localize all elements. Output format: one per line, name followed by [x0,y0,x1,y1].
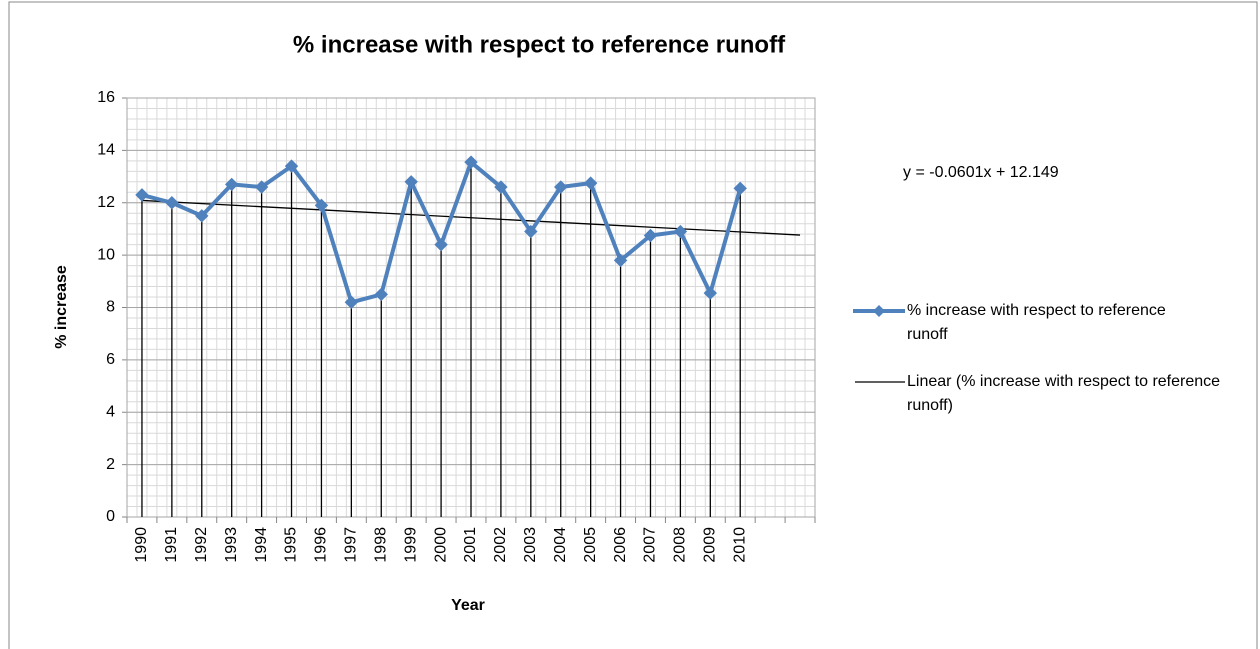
y-axis-label: % increase [53,265,70,349]
data-point [673,224,688,239]
x-tick-label: 1996 [313,527,330,563]
x-tick-label: 1994 [253,527,270,563]
x-tick-label: 2002 [492,527,509,563]
x-tick-label: 2000 [432,527,449,563]
x-tick-label: 2009 [702,527,719,563]
x-tick-label: 2003 [522,527,539,563]
data-point [404,175,418,189]
x-tick-label: 2005 [582,527,599,563]
data-point [314,198,329,213]
data-point [703,286,718,300]
x-tick-label: 1991 [163,527,180,563]
trendline-equation: y = -0.0601x + 12.149 [903,164,1059,181]
x-tick-label: 2004 [552,527,569,563]
y-tick-label: 6 [106,351,115,368]
x-tick-label: 2001 [462,527,479,563]
x-tick-label: 1990 [133,527,150,563]
y-tick-label: 0 [106,508,115,525]
data-point [583,176,598,190]
data-point [524,224,538,239]
data-point [554,180,568,194]
data-point [224,177,239,192]
y-tick-label: 4 [106,403,115,420]
x-tick-label: 1993 [223,527,240,563]
x-axis-label: Year [451,597,485,614]
data-point [434,237,448,252]
y-tick-label: 12 [97,194,115,211]
data-point [135,188,149,202]
data-point [733,181,747,196]
y-tick-label: 14 [97,142,115,159]
x-tick-label: 2007 [642,527,659,563]
x-tick-label: 2010 [731,527,748,563]
data-point [464,155,478,169]
data-point [643,228,658,243]
data-point [494,180,508,194]
y-tick-label: 10 [97,246,115,263]
x-tick-label: 1998 [372,527,389,563]
y-tick-label: 16 [97,89,115,106]
data-point [195,209,209,223]
x-tick-label: 2006 [612,527,629,563]
data-point [254,180,269,194]
x-tick-label: 1997 [343,527,360,563]
legend-entry: Linear (% increase with respect to refer… [907,373,1221,414]
legend-marker [873,305,885,317]
x-tick-label: 1992 [193,527,210,563]
data-point [165,196,179,210]
data-point [374,287,388,302]
trendline [141,199,801,236]
legend-entry: % increase with respect to reference run… [907,302,1166,343]
chart-title: % increase with respect to reference run… [293,31,786,58]
x-tick-label: 1999 [402,527,419,563]
x-tick-label: 1995 [283,527,300,563]
data-point [344,295,359,309]
y-tick-label: 2 [106,456,115,473]
x-tick-label: 2008 [672,527,689,563]
data-point [613,253,628,268]
data-point [284,159,299,173]
y-tick-label: 8 [106,299,115,316]
